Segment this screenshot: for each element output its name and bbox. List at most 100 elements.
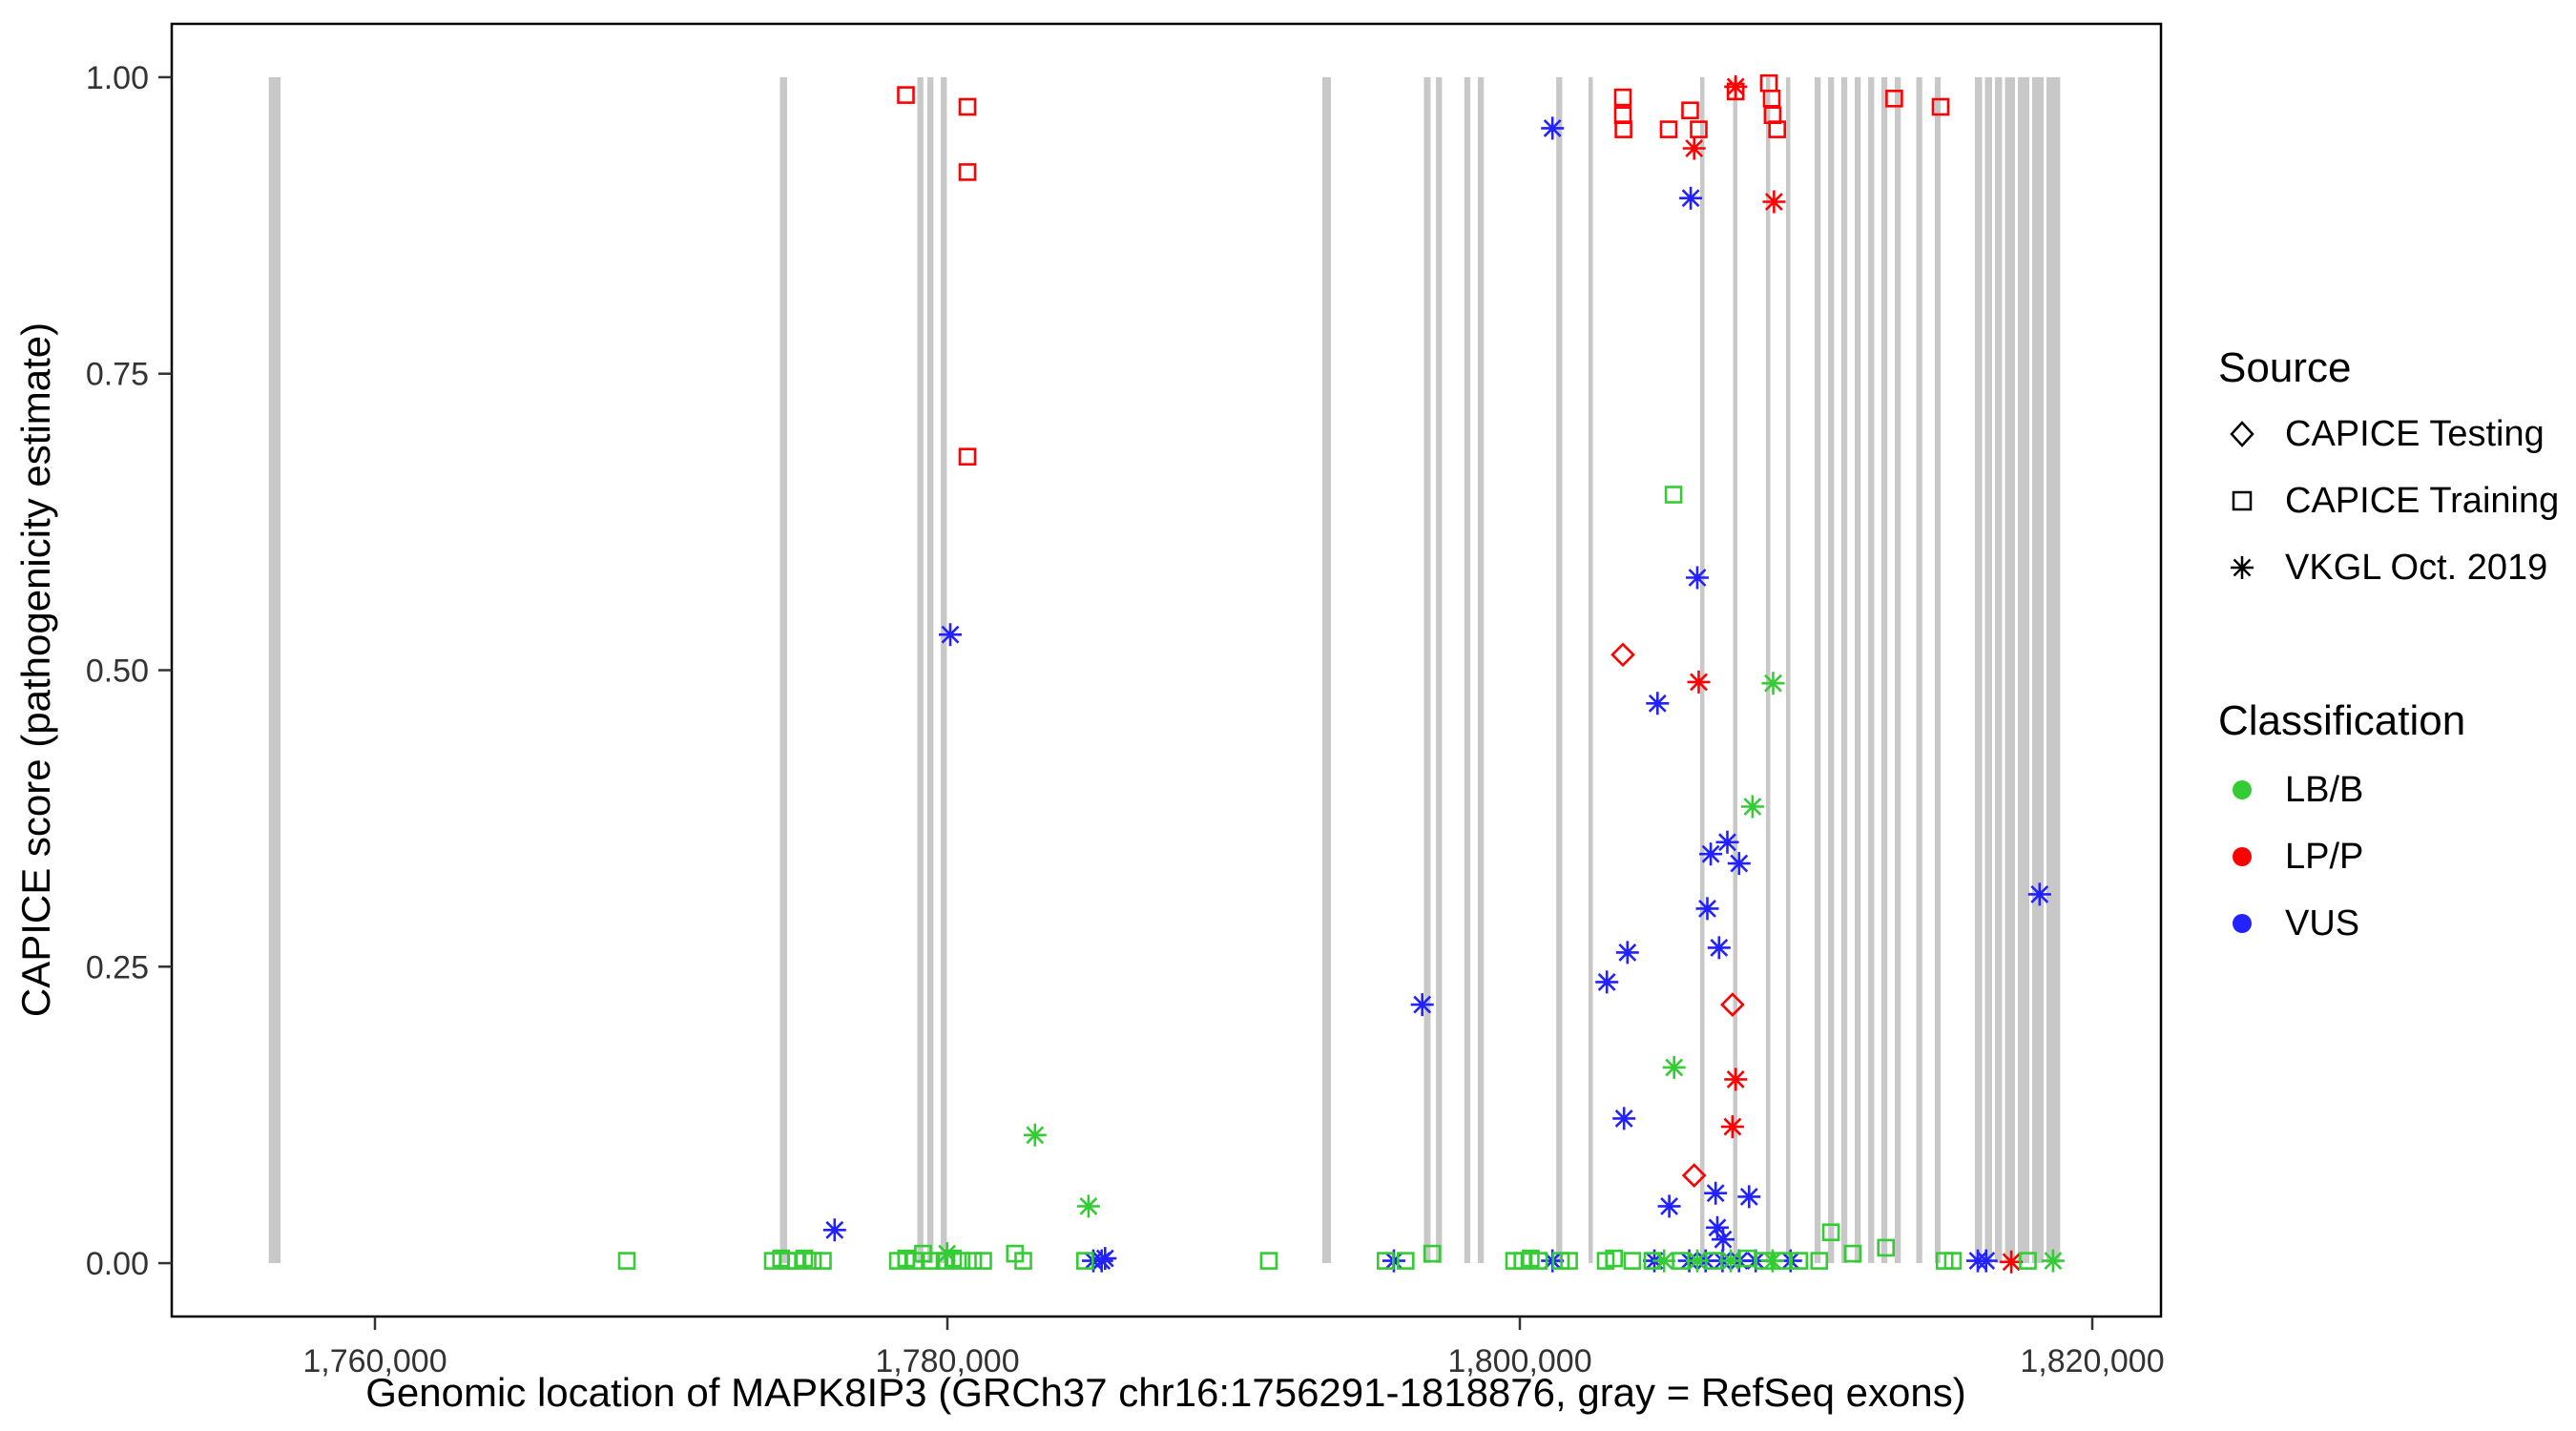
data-point-square xyxy=(1664,486,1683,504)
data-point-square xyxy=(2019,1252,2037,1270)
data-point-asterisk xyxy=(1595,970,1619,994)
data-point-asterisk xyxy=(1686,566,1709,590)
data-point-asterisk xyxy=(1719,1249,1743,1273)
exon-bar xyxy=(1477,76,1485,1263)
data-point-square xyxy=(958,447,977,467)
y-tick-label: 0.25 xyxy=(86,949,149,985)
exon-bar xyxy=(1815,76,1821,1263)
data-point-asterisk xyxy=(1023,1123,1047,1147)
legend-item-vkgl: VKGL Oct. 2019 xyxy=(2285,548,2547,588)
legend-item-vus: VUS xyxy=(2285,903,2359,944)
data-point-asterisk xyxy=(1707,936,1731,960)
data-point-asterisk xyxy=(1662,1055,1686,1079)
exon-bar xyxy=(1880,76,1888,1263)
exon-bar xyxy=(1700,76,1705,1263)
exon-bar xyxy=(1984,76,1992,1263)
data-point-square xyxy=(1821,1223,1840,1241)
legend-classification: Classification LB/B LP/P VUS xyxy=(2218,697,2465,944)
data-point-diamond xyxy=(1681,1163,1707,1188)
data-point-square xyxy=(1614,120,1632,138)
data-point-square xyxy=(1681,101,1699,119)
data-point-asterisk xyxy=(1093,1247,1117,1271)
x-tick-label: 1,800,000 xyxy=(1447,1343,1591,1379)
asterisk-icon xyxy=(2231,556,2254,579)
data-point-square xyxy=(617,1252,636,1270)
y-tick-label: 0.50 xyxy=(86,653,149,690)
exon-bars-layer xyxy=(268,76,2061,1263)
data-point-square xyxy=(1943,1252,1963,1270)
data-point-square xyxy=(958,97,977,116)
x-axis: 1,760,000 1,780,000 1,800,000 1,820,000 xyxy=(302,1317,2165,1379)
exon-bar xyxy=(779,76,787,1263)
data-point-asterisk xyxy=(1974,1249,1998,1273)
data-point-square xyxy=(1560,1252,1578,1270)
data-point-asterisk xyxy=(1679,186,1703,210)
exon-bar xyxy=(1916,76,1922,1263)
x-tick-label: 1,780,000 xyxy=(875,1343,1019,1379)
data-point-asterisk xyxy=(1740,795,1764,819)
data-points-layer xyxy=(617,73,2065,1274)
data-point-asterisk xyxy=(1687,670,1711,694)
data-point-asterisk xyxy=(2041,1249,2065,1273)
data-point-square xyxy=(1690,120,1708,138)
data-point-square xyxy=(1605,1249,1623,1268)
data-point-asterisk xyxy=(1704,1181,1728,1205)
plot-panel xyxy=(172,24,2161,1317)
data-point-asterisk xyxy=(1699,842,1723,866)
data-point-square xyxy=(1377,1252,1395,1270)
data-point-square xyxy=(814,1252,832,1270)
data-point-asterisk xyxy=(1695,897,1719,921)
exon-bar xyxy=(1786,76,1791,1263)
y-axis-title: CAPICE score (pathogenicity estimate) xyxy=(13,322,58,1017)
y-tick-label: 1.00 xyxy=(86,60,149,96)
data-point-asterisk xyxy=(2027,882,2051,906)
exon-bar xyxy=(1995,76,2003,1263)
data-point-asterisk xyxy=(935,1242,959,1266)
data-point-asterisk xyxy=(1410,993,1434,1017)
exon-bar xyxy=(1766,76,1771,1263)
square-icon xyxy=(2232,490,2253,511)
data-point-asterisk xyxy=(1541,116,1565,140)
diamond-icon xyxy=(2230,421,2254,447)
data-point-square xyxy=(1659,120,1678,138)
y-tick-label: 0.00 xyxy=(86,1246,149,1282)
exon-bar xyxy=(1322,76,1331,1263)
data-point-asterisk xyxy=(1076,1194,1100,1218)
data-point-asterisk xyxy=(939,623,962,647)
data-point-square xyxy=(1762,90,1781,108)
legend-item-lpp: LP/P xyxy=(2285,837,2363,877)
data-point-asterisk xyxy=(1652,1249,1676,1273)
legend-item-lbb: LB/B xyxy=(2285,770,2363,810)
legend-item-capice-training: CAPICE Training xyxy=(2285,481,2559,521)
data-point-asterisk xyxy=(1724,74,1748,98)
data-point-diamond xyxy=(1720,992,1745,1017)
data-point-square xyxy=(1397,1252,1415,1270)
exon-bar xyxy=(1464,76,1471,1263)
data-point-square xyxy=(1259,1252,1278,1270)
exon-bar xyxy=(1828,76,1835,1263)
data-point-square xyxy=(803,1252,822,1270)
data-point-asterisk xyxy=(1762,190,1786,214)
exon-bar xyxy=(1855,76,1861,1263)
lpp-dot-icon xyxy=(2233,847,2252,866)
exon-bar xyxy=(1436,76,1443,1263)
data-point-asterisk xyxy=(1612,1107,1636,1130)
data-point-asterisk xyxy=(1615,941,1639,964)
data-point-asterisk xyxy=(1682,136,1706,160)
exon-bar xyxy=(917,76,924,1263)
data-point-square xyxy=(974,1252,992,1270)
data-point-square xyxy=(1877,1238,1895,1257)
data-point-square xyxy=(1623,1252,1642,1270)
data-point-square xyxy=(897,86,915,104)
exon-bar xyxy=(941,76,947,1263)
y-tick-label: 0.75 xyxy=(86,357,149,393)
data-point-square xyxy=(1768,120,1786,138)
exon-bar xyxy=(1868,76,1875,1263)
exon-bar xyxy=(2032,76,2044,1263)
data-point-square xyxy=(964,1252,983,1270)
data-point-asterisk xyxy=(1686,1249,1709,1273)
data-point-asterisk xyxy=(1715,830,1739,854)
legend-item-capice-testing: CAPICE Testing xyxy=(2285,414,2545,454)
data-point-square xyxy=(1738,1249,1756,1268)
